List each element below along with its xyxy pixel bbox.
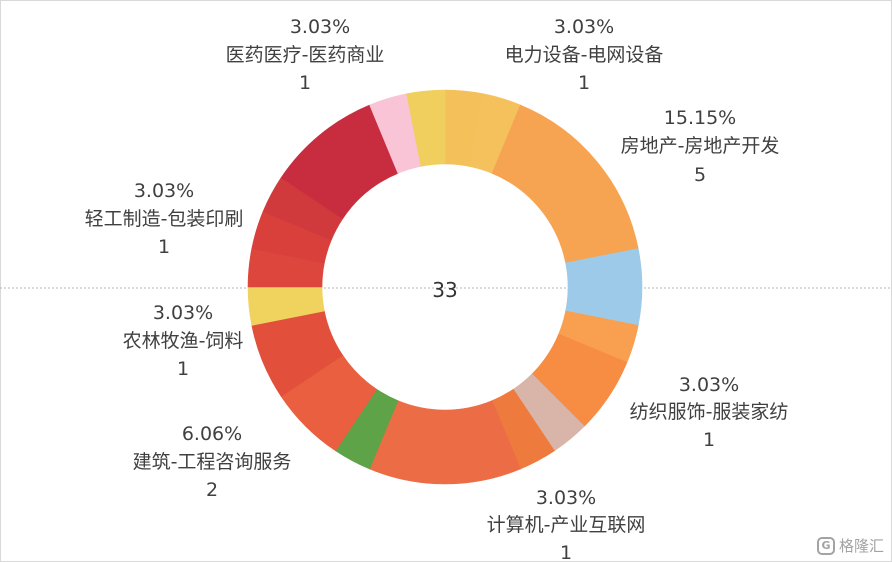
label-4-name: 计算机-产业互联网 (487, 514, 646, 536)
label-0: 3.03% 医药医疗-医药商业 1 (226, 16, 385, 94)
label-7-count: 1 (158, 236, 170, 258)
label-3-name: 纺织服饰-服装家纺 (630, 401, 789, 423)
donut-slice-2 (491, 104, 639, 264)
label-6: 3.03% 农林牧渔-饲料 1 (123, 302, 244, 380)
label-4-percent: 3.03% (536, 487, 596, 509)
label-2: 15.15% 房地产-房地产开发 5 (621, 107, 780, 186)
watermark-text: 格隆汇 (838, 537, 884, 555)
label-0-count: 1 (299, 72, 311, 94)
label-7-percent: 3.03% (134, 180, 194, 202)
label-4-count: 1 (560, 542, 572, 562)
watermark-logo-icon: G (816, 536, 835, 555)
label-2-percent: 15.15% (664, 107, 736, 129)
label-5-count: 2 (206, 479, 218, 501)
donut-slice-18 (406, 89, 446, 167)
label-1-percent: 3.03% (554, 16, 614, 38)
label-6-percent: 3.03% (153, 302, 213, 324)
donut-slices (247, 89, 643, 485)
label-1-name: 电力设备-电网设备 (505, 44, 664, 66)
label-3-count: 1 (703, 429, 715, 451)
label-7-name: 轻工制造-包装印刷 (85, 208, 244, 230)
center-total: 33 (432, 278, 457, 302)
label-6-count: 1 (177, 358, 189, 380)
label-7: 3.03% 轻工制造-包装印刷 1 (85, 180, 244, 258)
label-6-name: 农林牧渔-饲料 (123, 330, 244, 352)
label-1-count: 1 (578, 72, 590, 94)
watermark: G 格隆汇 (816, 535, 884, 556)
label-4: 3.03% 计算机-产业互联网 1 (487, 487, 646, 562)
label-0-percent: 3.03% (290, 16, 350, 38)
label-3: 3.03% 纺织服饰-服装家纺 1 (630, 374, 789, 451)
label-3-percent: 3.03% (679, 374, 739, 396)
label-2-name: 房地产-房地产开发 (621, 135, 780, 157)
label-1: 3.03% 电力设备-电网设备 1 (505, 16, 664, 94)
label-5: 6.06% 建筑-工程咨询服务 2 (133, 423, 292, 501)
label-2-count: 5 (694, 164, 706, 186)
label-5-name: 建筑-工程咨询服务 (133, 451, 292, 473)
label-0-name: 医药医疗-医药商业 (226, 44, 385, 66)
label-5-percent: 6.06% (182, 423, 242, 445)
